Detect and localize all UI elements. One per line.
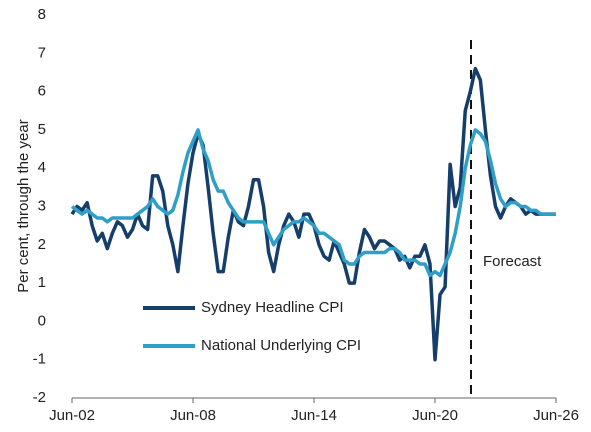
- x-tick-label: Jun-20: [412, 407, 458, 424]
- y-tick-label: 7: [38, 44, 46, 61]
- line-series: [70, 66, 556, 362]
- y-tick-label: -2: [33, 389, 46, 406]
- x-tick-label: Jun-26: [533, 407, 579, 424]
- legend-label: Sydney Headline CPI: [201, 299, 344, 316]
- legend-label: National Underlying CPI: [201, 337, 361, 354]
- annotation: Forecast: [483, 253, 542, 270]
- x-tick-label: Jun-08: [170, 407, 216, 424]
- line-series: [70, 128, 556, 278]
- y-tick-label: 8: [38, 6, 46, 23]
- x-tick-label: Jun-14: [291, 407, 337, 424]
- y-tick-label: 1: [38, 274, 46, 291]
- y-axis-label: Per cent, through the year: [15, 119, 32, 292]
- y-tick-label: 0: [38, 312, 46, 329]
- y-tick-label: 4: [38, 159, 46, 176]
- y-tick-label: 6: [38, 83, 46, 100]
- y-tick-label: -1: [33, 351, 46, 368]
- x-tick-label: Jun-02: [49, 407, 95, 424]
- y-tick-label: 5: [38, 121, 46, 138]
- y-tick-label: 2: [38, 236, 46, 253]
- y-tick-label: 3: [38, 197, 46, 214]
